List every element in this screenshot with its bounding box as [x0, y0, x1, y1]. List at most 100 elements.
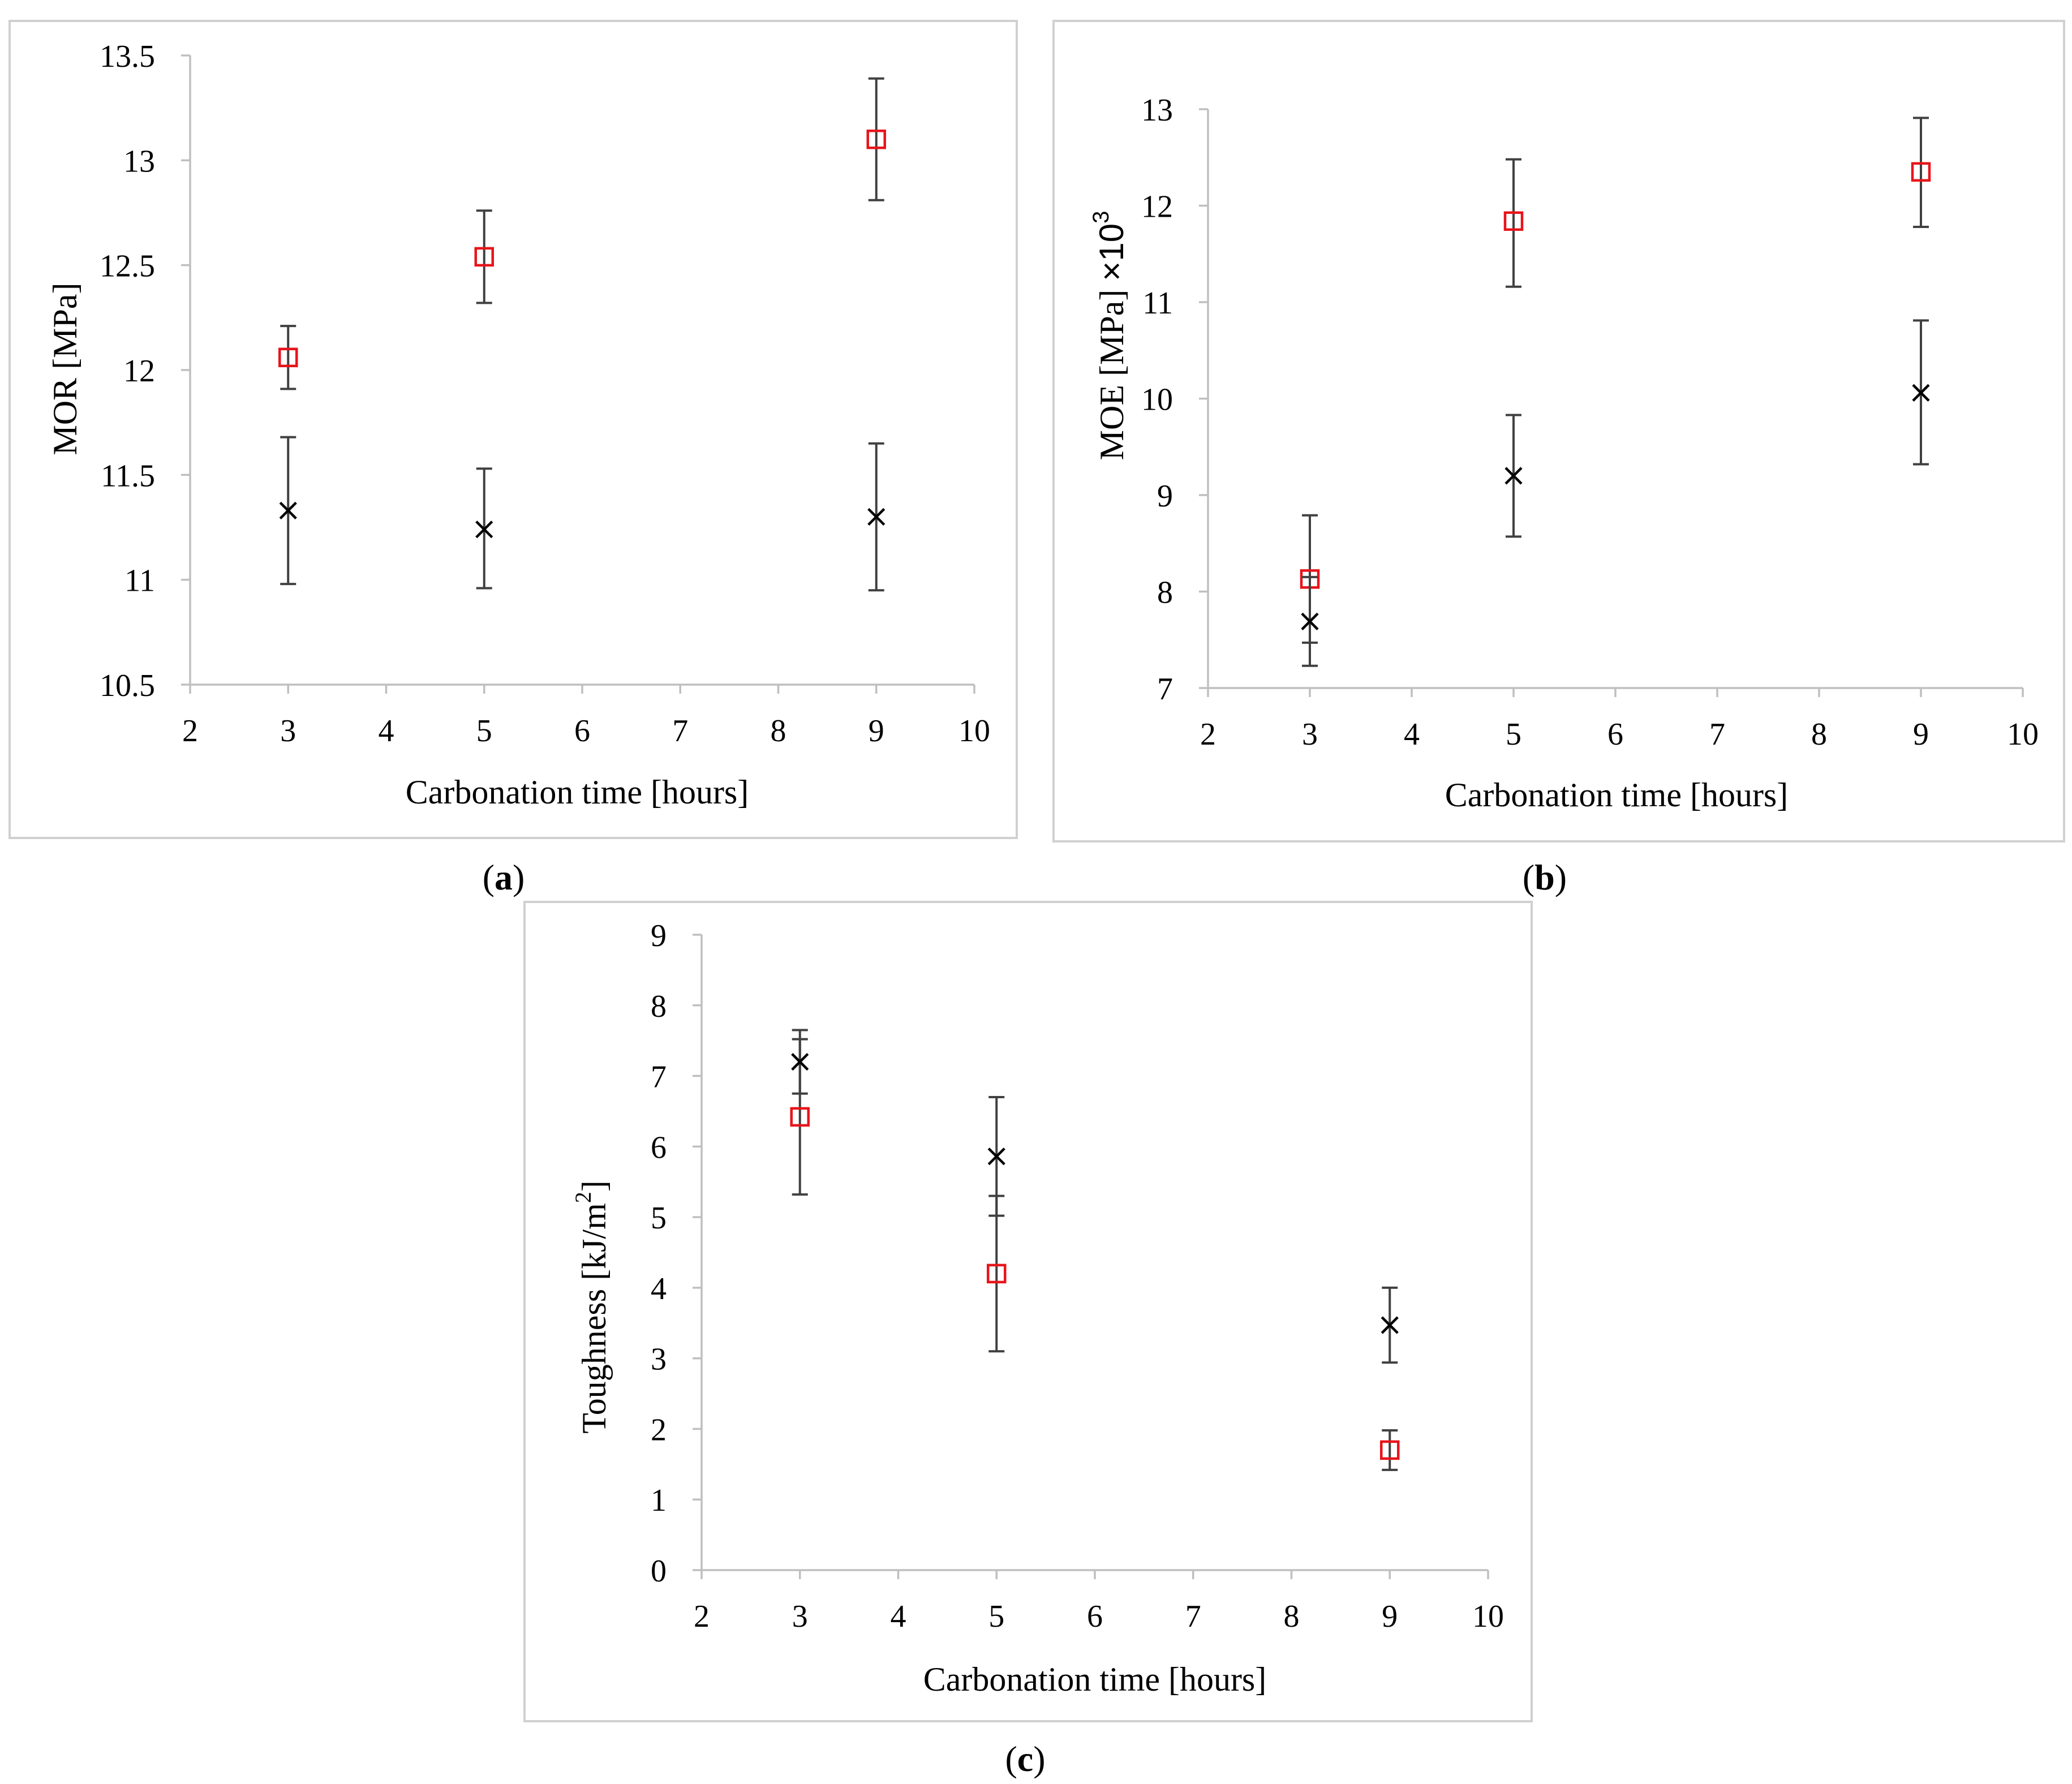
- chart-a-y-tick-label: 13.5: [100, 39, 155, 74]
- chart-b-x-tick-label: 6: [1607, 717, 1623, 752]
- chart-c-y-tick-label: 5: [651, 1201, 667, 1236]
- chart-a-x-tick-label: 3: [280, 713, 296, 749]
- chart-b-ylabel: MOE [MPa] ×103: [1089, 211, 1130, 461]
- panel-b-caption: (b): [1523, 857, 1567, 897]
- chart-b-point-x: [1301, 612, 1319, 630]
- panel-c-caption-open: (: [1005, 1739, 1017, 1779]
- chart-c-x-tick-label: 4: [891, 1599, 906, 1634]
- chart-a-errorbar: [280, 325, 296, 390]
- panel-b-caption-close: ): [1555, 857, 1567, 897]
- chart-a-x-tick-label: 10: [958, 713, 990, 749]
- chart-b-x-tick-label: 10: [2007, 717, 2039, 752]
- chart-b-x-tick-label: 9: [1913, 717, 1929, 752]
- chart-c-point-x: [1381, 1316, 1399, 1334]
- panel-a-caption-open: (: [483, 857, 495, 897]
- panel-c-frame: [523, 901, 1533, 1722]
- chart-c-errorbar: [1382, 1429, 1398, 1471]
- chart-c-x-tick-label: 9: [1382, 1599, 1398, 1634]
- chart-b-point-square: [1911, 162, 1931, 182]
- chart-b-ylabel-mult: ×10: [1093, 223, 1130, 281]
- chart-a-y-tick-label: 13: [123, 144, 155, 179]
- chart-a-errorbar: [476, 209, 492, 304]
- chart-c-ylabel-close: ]: [575, 1180, 613, 1192]
- chart-b-y-tick-label: 10: [1141, 382, 1173, 418]
- panel-c-caption-close: ): [1033, 1739, 1045, 1779]
- chart-b-x-tick-label: 5: [1506, 717, 1521, 752]
- chart-b-point-x: [1504, 467, 1523, 485]
- chart-a-point-x: [279, 501, 297, 519]
- chart-c-x-tick-label: 8: [1284, 1599, 1300, 1634]
- chart-a-point-square: [866, 130, 886, 149]
- chart-b-y-tick-label: 11: [1142, 286, 1173, 321]
- chart-a-point-x: [867, 508, 885, 526]
- chart-a-point-square: [474, 247, 494, 267]
- chart-c-point-x: [791, 1053, 809, 1071]
- chart-b-x-tick-label: 7: [1709, 717, 1725, 752]
- chart-c-ylabel: Toughness [kJ/m2]: [570, 1180, 613, 1433]
- chart-c-point-square: [1380, 1440, 1400, 1460]
- chart-a-x-tick-label: 4: [379, 713, 394, 749]
- chart-b-ylabel-main: MOE [MPa]: [1093, 281, 1130, 461]
- panel-c-caption: (c): [1005, 1739, 1045, 1779]
- chart-c-y-tick-label: 1: [651, 1483, 667, 1518]
- chart-c-x-tick-label: 5: [988, 1599, 1004, 1634]
- chart-a-x-tick-label: 6: [574, 713, 590, 749]
- panel-b-frame: [1052, 20, 2065, 842]
- chart-a-x-tick-label: 2: [182, 713, 198, 749]
- chart-b-x-tick-label: 4: [1404, 717, 1420, 752]
- chart-b-errorbar: [1506, 158, 1521, 288]
- chart-c-y-tick-label: 3: [651, 1342, 667, 1377]
- chart-b-y-tick-label: 13: [1141, 93, 1173, 128]
- panel-a-caption-tag: a: [495, 857, 513, 897]
- panel-a-caption: (a): [483, 857, 525, 897]
- panel-a-frame: [8, 20, 1018, 839]
- chart-b-y-tick-label: 12: [1141, 190, 1173, 225]
- panel-c-caption-tag: c: [1017, 1739, 1033, 1779]
- chart-c-y-tick-label: 2: [651, 1412, 667, 1447]
- chart-c-x-tick-label: 2: [694, 1599, 710, 1634]
- chart-b-y-tick-label: 7: [1157, 672, 1173, 707]
- chart-a-point-square: [278, 347, 298, 368]
- chart-b-y-tick-label: 9: [1157, 479, 1173, 514]
- chart-a-y-tick-label: 11.5: [101, 458, 155, 493]
- chart-a-ylabel: MOR [MPa]: [46, 282, 84, 455]
- chart-b-ylabel-exp: 3: [1089, 211, 1114, 223]
- chart-a-x-tick-label: 5: [476, 713, 492, 749]
- chart-b-point-x: [1912, 384, 1930, 402]
- chart-a-x-tick-label: 8: [771, 713, 786, 749]
- chart-c-y-tick-label: 9: [651, 918, 667, 953]
- chart-c-point-x: [987, 1147, 1005, 1166]
- chart-c-point-square: [790, 1107, 810, 1127]
- panel-a-caption-close: ): [513, 857, 525, 897]
- chart-c-y-tick-label: 0: [651, 1554, 667, 1589]
- chart-a-point-x: [475, 521, 493, 539]
- chart-c-x-tick-label: 10: [1472, 1599, 1504, 1634]
- chart-c-ylabel-main: Toughness [kJ/m: [575, 1203, 613, 1433]
- chart-b-x-tick-label: 2: [1200, 717, 1216, 752]
- chart-b-x-tick-label: 8: [1811, 717, 1827, 752]
- chart-a-y-tick-label: 10.5: [100, 668, 155, 703]
- chart-c-y-tick-label: 7: [651, 1060, 667, 1095]
- chart-a-xlabel: Carbonation time [hours]: [406, 773, 749, 811]
- chart-b-xlabel: Carbonation time [hours]: [1445, 776, 1789, 814]
- chart-a-x-tick-label: 7: [672, 713, 688, 749]
- chart-c-y-tick-label: 8: [651, 989, 667, 1024]
- chart-b-point-square: [1503, 211, 1524, 231]
- chart-c: 2 3 4 5 6 7 8 9 10 0 1 2 3 4 5 6 7 8 9: [651, 918, 1504, 1634]
- chart-c-point-square: [987, 1263, 1007, 1284]
- panel-b-caption-open: (: [1523, 857, 1534, 897]
- chart-c-ylabel-exp: 2: [570, 1192, 596, 1203]
- chart-c-y-tick-label: 6: [651, 1130, 667, 1165]
- chart-c-x-tick-label: 7: [1185, 1599, 1201, 1634]
- chart-c-x-tick-label: 3: [792, 1599, 808, 1634]
- chart-b-errorbar: [1913, 117, 1929, 229]
- chart-b-y-tick-label: 8: [1157, 575, 1173, 611]
- chart-a-x-tick-label: 9: [869, 713, 884, 749]
- chart-a-y-tick-label: 11: [124, 564, 155, 599]
- chart-c-y-tick-label: 4: [651, 1271, 667, 1306]
- chart-a-y-tick-label: 12.5: [100, 249, 155, 284]
- chart-a-y-tick-label: 12: [123, 354, 155, 389]
- chart-a-errorbar: [868, 77, 884, 201]
- chart-c-x-tick-label: 6: [1087, 1599, 1103, 1634]
